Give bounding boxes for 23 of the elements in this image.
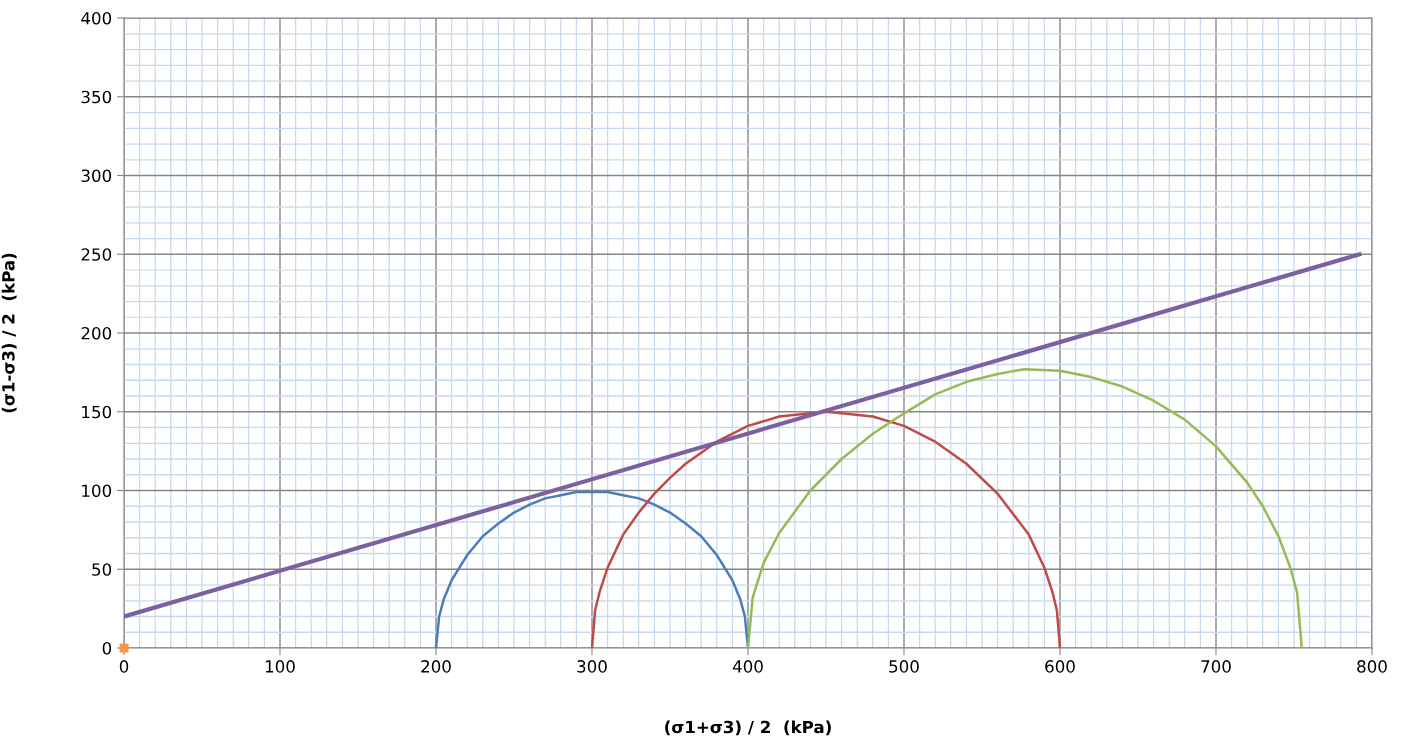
x-tick-label: 600 — [1045, 660, 1075, 673]
line-series — [746, 367, 1304, 648]
line-series — [590, 410, 1062, 648]
y-tick-label: 150 — [82, 405, 112, 419]
line-series — [434, 490, 750, 648]
x-tick-label: 800 — [1357, 660, 1387, 673]
y-tick-label: 50 — [92, 563, 112, 576]
x-tick-label: 100 — [265, 660, 295, 673]
x-tick-label: 300 — [577, 660, 607, 673]
y-tick-label: 400 — [81, 11, 112, 25]
y-axis-title: (σ1-σ3) / 2 (kPa) — [1, 253, 17, 413]
y-tick-label: 100 — [82, 484, 112, 498]
x-tick-label: 700 — [1201, 660, 1231, 673]
y-tick-label: 200 — [81, 326, 112, 340]
x-tick-label: 500 — [889, 660, 919, 673]
y-tick-label: 250 — [81, 248, 112, 261]
y-tick-label: 350 — [81, 90, 112, 104]
y-tick-label: 0 — [102, 641, 112, 655]
x-tick-label: 400 — [732, 660, 763, 673]
x-axis-title: (σ1+σ3) / 2 (kPa) — [665, 720, 831, 736]
y-tick-label: 300 — [81, 169, 112, 183]
x-tick-label: 200 — [421, 660, 451, 673]
x-tick-label: 0 — [119, 660, 129, 673]
